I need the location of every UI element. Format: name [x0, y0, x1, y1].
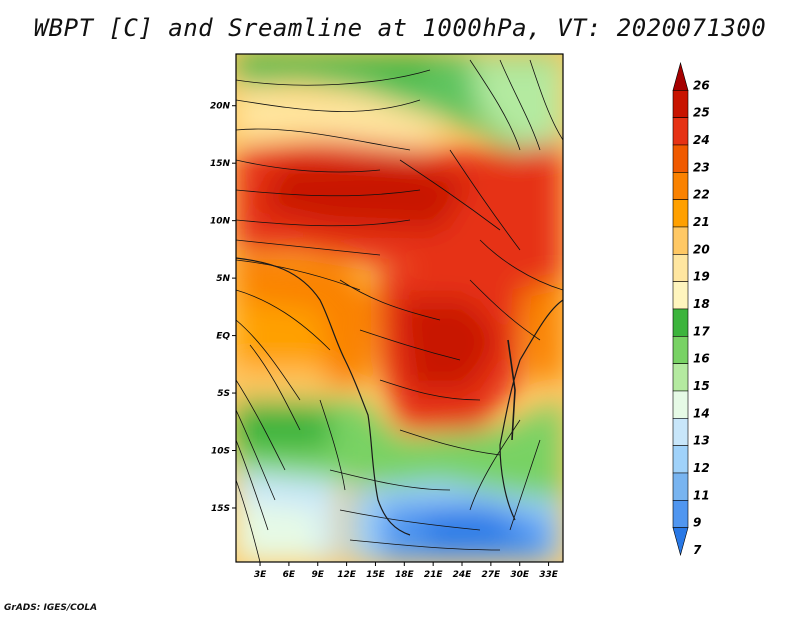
map-frame [235, 53, 564, 563]
colorbar-swatch [672, 390, 689, 419]
lon-tick-label: 9E [312, 570, 325, 580]
colorbar-swatch [672, 527, 689, 557]
latitude-axis: 20N 15N 10N 5N EQ 5S 10S 15S [210, 102, 236, 514]
lon-tick-label: 33E [539, 570, 559, 580]
colorbar-swatch [672, 226, 689, 255]
colorbar-swatch [672, 61, 689, 91]
colorbar-swatch [672, 90, 689, 118]
lat-tick-label: 10N [210, 217, 231, 227]
lat-tick-label: 15N [210, 159, 231, 169]
colorbar-swatch [672, 172, 689, 200]
colorbar-label: 17 [693, 324, 710, 338]
lat-tick-label: 5S [217, 389, 230, 399]
lat-tick-label: 20N [210, 102, 231, 112]
lon-tick-label: 15E [366, 570, 386, 580]
lat-tick-label: 10S [211, 447, 230, 457]
colorbar-label: 9 [693, 516, 701, 530]
colorbar-swatch [672, 363, 689, 392]
lat-tick-label: EQ [216, 332, 230, 342]
colorbar-swatch [672, 445, 689, 474]
colorbar-swatch [672, 500, 689, 528]
colorbar-label: 21 [693, 215, 710, 229]
colorbar-label: 11 [693, 488, 710, 502]
colorbar-label: 15 [693, 379, 710, 393]
colorbar-swatch [672, 418, 689, 446]
colorbar-swatch [672, 117, 689, 146]
colorbar-swatch [672, 144, 689, 173]
chart-title: WBPT [C] and Sreamline at 1000hPa, VT: 2… [33, 14, 767, 42]
colorbar-label: 20 [693, 242, 710, 256]
colorbar-swatch [672, 281, 689, 310]
lat-tick-label: 5N [216, 274, 230, 284]
colorbar-swatch [672, 254, 689, 282]
footer-credit: GrADS: IGES/COLA [4, 603, 98, 613]
lon-tick-label: 3E [254, 570, 267, 580]
lon-tick-label: 18E [395, 570, 415, 580]
coastlines [236, 257, 563, 536]
colorbar-label: 7 [693, 543, 702, 557]
colorbar-label: 13 [693, 434, 710, 448]
colorbar-label: 14 [693, 406, 710, 420]
lon-tick-label: 24E [453, 570, 473, 580]
colorbar-swatch [672, 199, 689, 228]
colorbar-label: 24 [693, 133, 710, 147]
lat-tick-label: 15S [211, 504, 230, 514]
lon-tick-label: 30E [510, 570, 530, 580]
streamlines [236, 59, 563, 562]
lon-tick-label: 27E [482, 570, 502, 580]
colorbar-label: 25 [693, 106, 710, 120]
colorbar-swatch [672, 336, 689, 364]
colorbar-label: 23 [693, 160, 710, 174]
colorbar-swatch [672, 308, 689, 337]
colorbar-label: 19 [693, 270, 710, 284]
colorbar: 26 25 24 23 22 21 20 19 18 17 16 15 14 13 12 11 9 7 [672, 61, 710, 557]
longitude-axis: 3E 6E 9E 12E 15E 18E 21E 24E 27E 30E 33E [254, 562, 559, 580]
lon-tick-label: 12E [337, 570, 357, 580]
colorbar-label: 16 [693, 352, 710, 366]
colorbar-label: 12 [693, 461, 710, 475]
lon-tick-label: 6E [283, 570, 296, 580]
lon-tick-label: 21E [424, 570, 444, 580]
colorbar-label: 18 [693, 297, 710, 311]
colorbar-label: 22 [693, 188, 710, 202]
colorbar-label: 26 [693, 78, 710, 92]
wbpt-field [236, 54, 563, 562]
colorbar-swatch [672, 472, 689, 501]
